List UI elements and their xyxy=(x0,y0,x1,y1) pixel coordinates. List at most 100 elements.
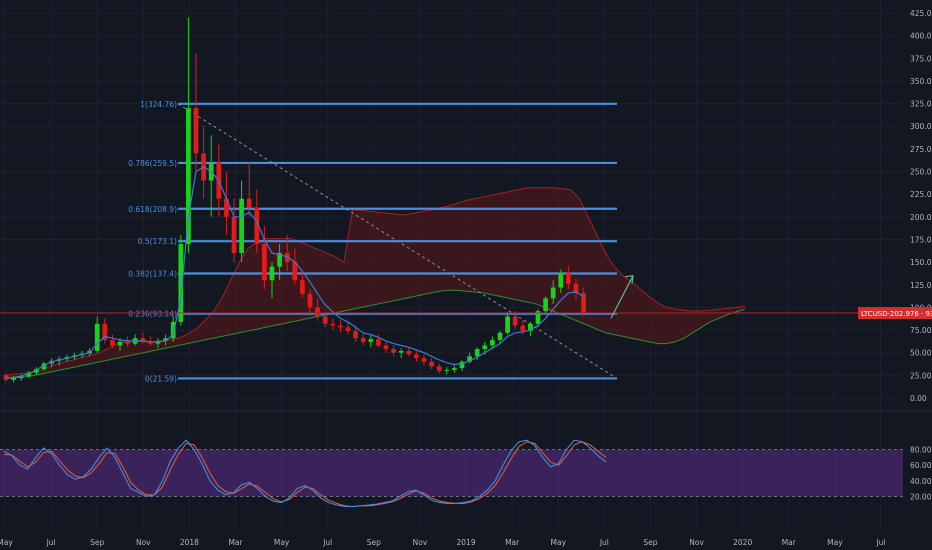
candle-body xyxy=(459,361,465,369)
fib-level-label: 0.236(93.14) xyxy=(128,310,177,319)
rsi-tick-label: 60.00 xyxy=(910,461,932,470)
candle-body xyxy=(353,330,358,339)
candle-body xyxy=(254,207,260,244)
candle-body xyxy=(383,345,389,350)
candle-body xyxy=(573,283,579,293)
stoch-rsi-panel[interactable]: 80.00 60.00 40.00 20.00 xyxy=(0,410,932,508)
candle-body xyxy=(520,325,526,331)
y-tick-label: 150.00 xyxy=(910,258,932,267)
y-tick-label: 200.00 xyxy=(910,213,932,222)
fibonacci-levels[interactable]: 1(324.76) 0.786(259.5) 0.618(208.9) 0.5(173… xyxy=(128,100,617,384)
candle-body xyxy=(231,216,237,254)
candle-body xyxy=(170,321,176,339)
x-tick-label: May xyxy=(274,538,290,547)
cloud-span-b xyxy=(4,289,746,379)
y-tick-label: 225.00 xyxy=(910,190,932,199)
candle-body xyxy=(193,108,199,154)
moving-average xyxy=(5,166,584,379)
candle-body xyxy=(497,332,503,341)
candle-body xyxy=(414,354,419,359)
candle-body xyxy=(376,339,381,346)
rsi-tick-label: 40.00 xyxy=(910,477,932,486)
x-tick-label: Jul xyxy=(322,538,332,547)
candle-body xyxy=(543,298,548,312)
y-tick-label: 50.00 xyxy=(910,349,932,358)
rsi-band xyxy=(0,449,903,497)
candle-body xyxy=(178,244,184,322)
candle-body xyxy=(34,369,39,373)
fib-level-label: 0(21.59) xyxy=(145,374,177,383)
x-tick-label: 2020 xyxy=(733,538,752,547)
y-tick-label: 25.00 xyxy=(910,371,932,380)
trend-line[interactable] xyxy=(177,103,618,379)
candle-body xyxy=(558,272,564,288)
x-tick-label: Mar xyxy=(505,538,520,547)
candle-body xyxy=(330,323,336,326)
rsi-d-line xyxy=(3,441,607,508)
x-tick-label: Jul xyxy=(46,538,56,547)
candle-body xyxy=(148,341,153,344)
candle-body xyxy=(535,311,541,324)
x-tick-label: Sep xyxy=(643,538,657,547)
y-tick-label: 300.00 xyxy=(910,122,932,131)
candle-body xyxy=(292,262,298,281)
candle-body xyxy=(41,363,47,370)
candle-body xyxy=(398,350,404,353)
x-tick-label: 2018 xyxy=(180,538,199,547)
candle-body xyxy=(490,340,495,346)
y-tick-label: 125.00 xyxy=(910,281,932,290)
candle-body xyxy=(140,338,146,342)
x-tick-label: Nov xyxy=(136,538,151,547)
candle-body xyxy=(566,272,571,284)
y-tick-label: 425.00 xyxy=(910,9,932,18)
x-tick-label: Mar xyxy=(782,538,797,547)
candle-body xyxy=(284,253,290,263)
candle-body xyxy=(345,327,351,331)
candle-body xyxy=(550,287,556,299)
y-tick-label: 400.00 xyxy=(910,32,932,41)
candle-body xyxy=(512,316,518,326)
candle-body xyxy=(505,316,510,333)
x-tick-label: May xyxy=(551,538,567,547)
price-label-text: LTCUSD·202.976 · 93.77 xyxy=(861,310,932,318)
candle-body xyxy=(307,293,313,308)
candle-body xyxy=(11,378,16,380)
y-tick-label: 250.00 xyxy=(910,168,932,177)
candle-body xyxy=(94,323,100,351)
candle-body xyxy=(452,368,457,370)
candle-body xyxy=(277,253,282,267)
candle-body xyxy=(421,358,427,362)
y-tick-label: 175.00 xyxy=(910,235,932,244)
fib-level-label: 0.618(208.9) xyxy=(128,205,177,214)
x-tick-label: Sep xyxy=(367,538,381,547)
y-tick-label: 275.00 xyxy=(910,145,932,154)
price-axis[interactable]: 425.00 400.00 375.00 350.00 325.00 300.00 275.… xyxy=(910,9,932,403)
candle-body xyxy=(102,323,108,341)
candle-body xyxy=(444,369,450,371)
fib-level-label: 1(324.76) xyxy=(140,100,177,109)
fib-level-label: 0.382(137.4) xyxy=(128,270,177,279)
candle-body xyxy=(338,325,343,328)
fib-level-label: 0.5(173.1) xyxy=(138,237,177,246)
candle-body xyxy=(315,307,320,317)
arrow-shaft xyxy=(610,275,634,319)
trend-line-dashed xyxy=(177,103,618,379)
price-label: LTCUSD·202.976 · 93.77 xyxy=(858,307,932,320)
candle-body xyxy=(482,345,488,350)
arrow-head xyxy=(624,275,634,284)
candle-body xyxy=(322,316,328,324)
ema-line xyxy=(5,166,584,379)
rsi-tick-label: 80.00 xyxy=(910,446,932,455)
time-axis[interactable]: May Jul Sep Nov 2018 Mar May Jul Sep Nov 2019 Mar Ma… xyxy=(0,538,886,547)
x-tick-label: Nov xyxy=(413,538,428,547)
candle-body xyxy=(239,198,244,254)
x-tick-label: Mar xyxy=(228,538,243,547)
y-tick-label: 0.00 xyxy=(910,394,927,403)
candle-body xyxy=(117,341,123,346)
candle-body xyxy=(125,341,130,344)
candle-body xyxy=(429,361,434,367)
x-tick-label: Jul xyxy=(875,538,885,547)
candle-body xyxy=(368,339,374,342)
candle-body xyxy=(528,323,533,331)
